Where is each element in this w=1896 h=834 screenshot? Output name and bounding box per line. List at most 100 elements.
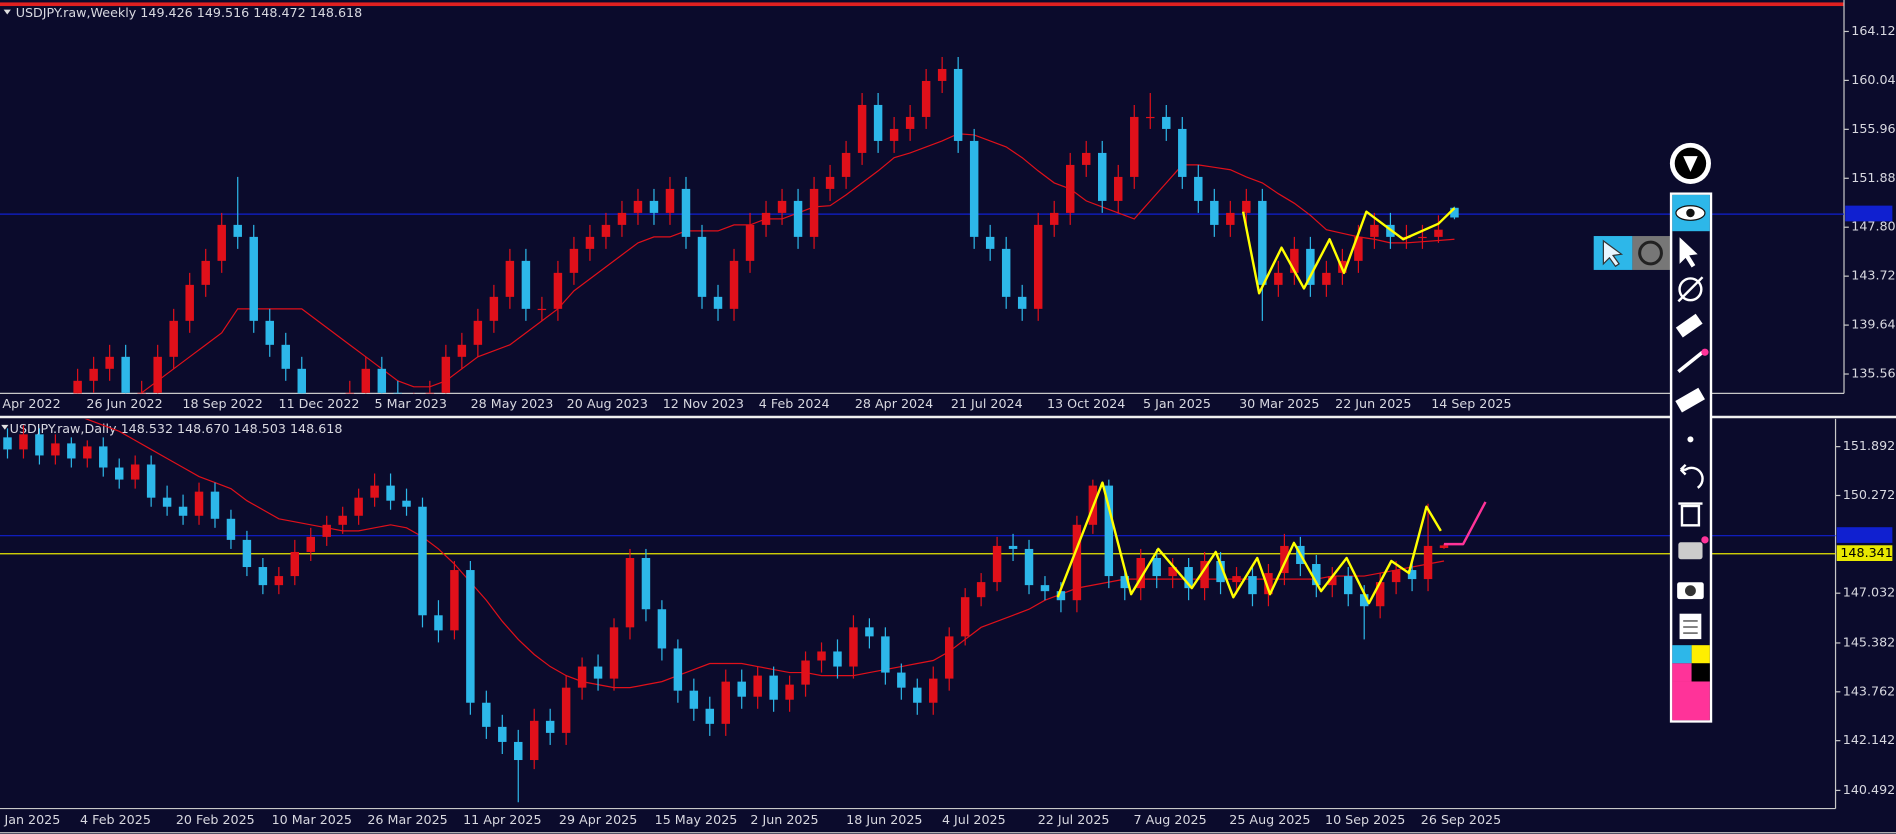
candle-body [201, 260, 210, 285]
candle-body [1210, 200, 1219, 225]
trend-drawing [1241, 207, 1456, 295]
color-swatch[interactable] [1672, 681, 1710, 721]
candle-body [73, 380, 82, 394]
x-tick-label: 20 Feb 2025 [176, 812, 255, 827]
candle-body [992, 545, 1002, 583]
candle-body [713, 296, 723, 309]
x-tick-label: 10 Mar 2025 [272, 812, 352, 827]
y-tick-label: 160.046 [1851, 72, 1896, 87]
candle-body [617, 212, 627, 225]
moving-average [139, 133, 1455, 394]
x-tick-label: 3 Apr 2022 [0, 396, 61, 411]
x-tick-label: 5 Mar 2023 [375, 396, 447, 411]
trend-drawing [1056, 481, 1442, 605]
x-tick-label: 7 Aug 2025 [1133, 812, 1206, 827]
candle-body [929, 678, 938, 703]
candle-body [737, 681, 746, 697]
plot-area [0, 418, 1836, 803]
candle-body [345, 392, 355, 394]
candle-body [1098, 152, 1107, 201]
pen-nib [1683, 156, 1698, 172]
chart-title: USDJPY.raw,Daily 148.532 148.670 148.503… [10, 421, 343, 436]
candle-body [1418, 236, 1427, 239]
candle-body [553, 272, 563, 309]
candle-body [665, 188, 675, 213]
x-tick-label: 28 May 2023 [471, 396, 554, 411]
candle-body [761, 212, 771, 225]
candle-body [1056, 591, 1066, 601]
x-tick-label: 22 Jun 2025 [1335, 396, 1411, 411]
candle-body [121, 356, 130, 393]
candle-body [857, 104, 867, 153]
x-tick-label: 25 Aug 2025 [1229, 812, 1310, 827]
x-tick-label: 26 Jun 2022 [86, 396, 162, 411]
candle-body [1280, 545, 1289, 574]
candle-body [1258, 200, 1267, 285]
x-tick-label: 15 May 2025 [655, 812, 738, 827]
candle-body [89, 368, 98, 381]
candle-body [1264, 573, 1273, 595]
candle-body [505, 260, 515, 297]
candle-body [434, 615, 443, 631]
candle-body [976, 582, 986, 598]
x-tick-label: 20 Aug 2023 [567, 396, 648, 411]
color-swatch[interactable] [1672, 645, 1692, 664]
toolbar [1593, 142, 1713, 723]
candle-body [450, 570, 459, 631]
candle-body [545, 720, 555, 733]
color-swatch[interactable] [1691, 663, 1710, 682]
trend-drawing [1444, 501, 1487, 546]
cursor-icon [1602, 239, 1624, 268]
candle-body [489, 296, 499, 321]
candle-body [146, 464, 156, 498]
candle-body [1322, 272, 1331, 285]
candle-body [1024, 548, 1034, 586]
candle-body [937, 68, 947, 81]
candle-body [849, 627, 858, 667]
candle-body [960, 597, 970, 637]
x-tick-label: 27 Jan 2025 [0, 812, 60, 827]
color-swatch[interactable] [1691, 645, 1710, 664]
x-tick-label: 22 Jul 2025 [1038, 812, 1110, 827]
candle-body [1001, 248, 1011, 297]
x-tick-label: 5 Jan 2025 [1143, 396, 1211, 411]
x-tick-label: 11 Apr 2025 [463, 812, 541, 827]
candle-body [1328, 576, 1337, 586]
tool-template[interactable] [1678, 542, 1703, 560]
tool-ruler[interactable] [1675, 313, 1703, 338]
candle-body [1407, 570, 1417, 580]
candle-body [865, 627, 874, 637]
candle-body [625, 557, 635, 628]
candle-body [1178, 128, 1187, 177]
candle-body [641, 557, 651, 610]
candle-body [393, 392, 403, 394]
x-tick-label: 2 Jun 2025 [750, 812, 818, 827]
candle-body [601, 224, 611, 237]
candle-body [441, 356, 451, 393]
color-swatch[interactable] [1672, 663, 1692, 682]
candle-body [67, 443, 76, 459]
candle-body [1082, 152, 1091, 165]
menu-arrow[interactable] [1, 424, 9, 430]
y-tick-label: 151.892 [1843, 438, 1895, 453]
candle-body [322, 524, 331, 537]
chart-title: USDJPY.raw,Weekly 149.426 149.516 148.47… [16, 5, 362, 20]
candle-body [178, 506, 188, 516]
tool-point[interactable] [1687, 436, 1694, 443]
tool-line[interactable] [1677, 350, 1704, 374]
tool-timer[interactable] [1678, 277, 1703, 302]
tool-eraser[interactable] [1675, 387, 1705, 413]
y-tick-label: 143.726 [1851, 268, 1896, 283]
candle-body [1434, 229, 1443, 237]
candle-body [529, 720, 539, 761]
eye-icon [1686, 208, 1695, 218]
x-tick-label: 4 Jul 2025 [942, 812, 1006, 827]
tool-arrow[interactable] [1679, 237, 1698, 268]
tool-undo[interactable] [1679, 463, 1704, 489]
x-tick-label: 30 Mar 2025 [1239, 396, 1319, 411]
menu-arrow[interactable] [3, 9, 11, 15]
tool-delete[interactable] [1680, 504, 1701, 527]
candle-body [537, 308, 547, 311]
candle-body [729, 260, 739, 309]
